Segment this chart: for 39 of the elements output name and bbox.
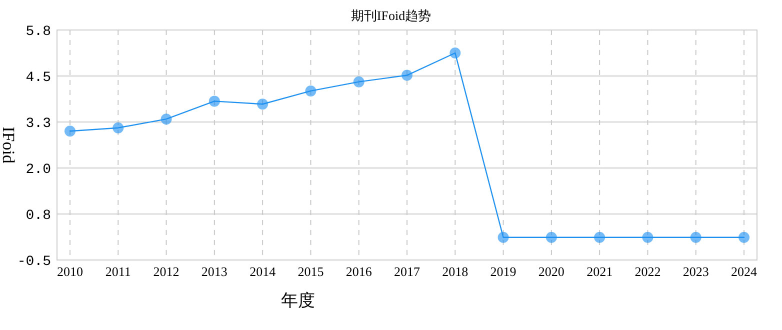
point — [112, 122, 124, 134]
y-axis-title: IFoid — [0, 126, 18, 164]
point — [450, 48, 461, 58]
x-tick-label: 2015 — [298, 264, 324, 279]
point — [690, 232, 702, 243]
x-tick-label: 2014 — [250, 264, 276, 279]
y-tick-label: 3.3 — [26, 116, 51, 132]
point — [594, 232, 606, 243]
point — [402, 70, 412, 81]
x-tick-label: 2021 — [586, 264, 613, 279]
point — [208, 96, 220, 107]
point — [546, 232, 557, 243]
chart-title: 期刊IFoid趋势 — [350, 8, 432, 23]
x-tick-label: 2020 — [538, 264, 564, 279]
point — [498, 232, 509, 243]
x-tick-label: 2016 — [346, 264, 372, 279]
point — [257, 98, 268, 110]
x-tick-label: 2022 — [634, 264, 661, 279]
x-tick-label: 2010 — [57, 264, 83, 279]
x-tick-label: 2011 — [105, 264, 131, 279]
y-tick-label: 5.8 — [26, 24, 51, 40]
x-tick-label: 2017 — [394, 264, 420, 279]
x-tick-label: 2013 — [201, 264, 228, 279]
x-tick-label: 2024 — [731, 264, 758, 279]
point — [353, 76, 364, 88]
point — [160, 114, 172, 125]
point — [64, 126, 76, 137]
point — [738, 232, 750, 243]
point — [642, 232, 654, 243]
y-tick-label: -0.5 — [17, 254, 51, 270]
x-tick-label: 2018 — [442, 264, 468, 279]
y-tick-label: 4.5 — [26, 70, 51, 86]
x-tick-label: 2023 — [682, 264, 709, 279]
y-tick-label: 2.0 — [26, 162, 51, 178]
x-tick-label: 2019 — [490, 264, 516, 279]
y-tick-label: 0.8 — [26, 208, 51, 224]
x-tick-label: 2012 — [153, 264, 180, 279]
point — [305, 85, 316, 96]
x-axis-title: 年度 — [281, 291, 315, 310]
